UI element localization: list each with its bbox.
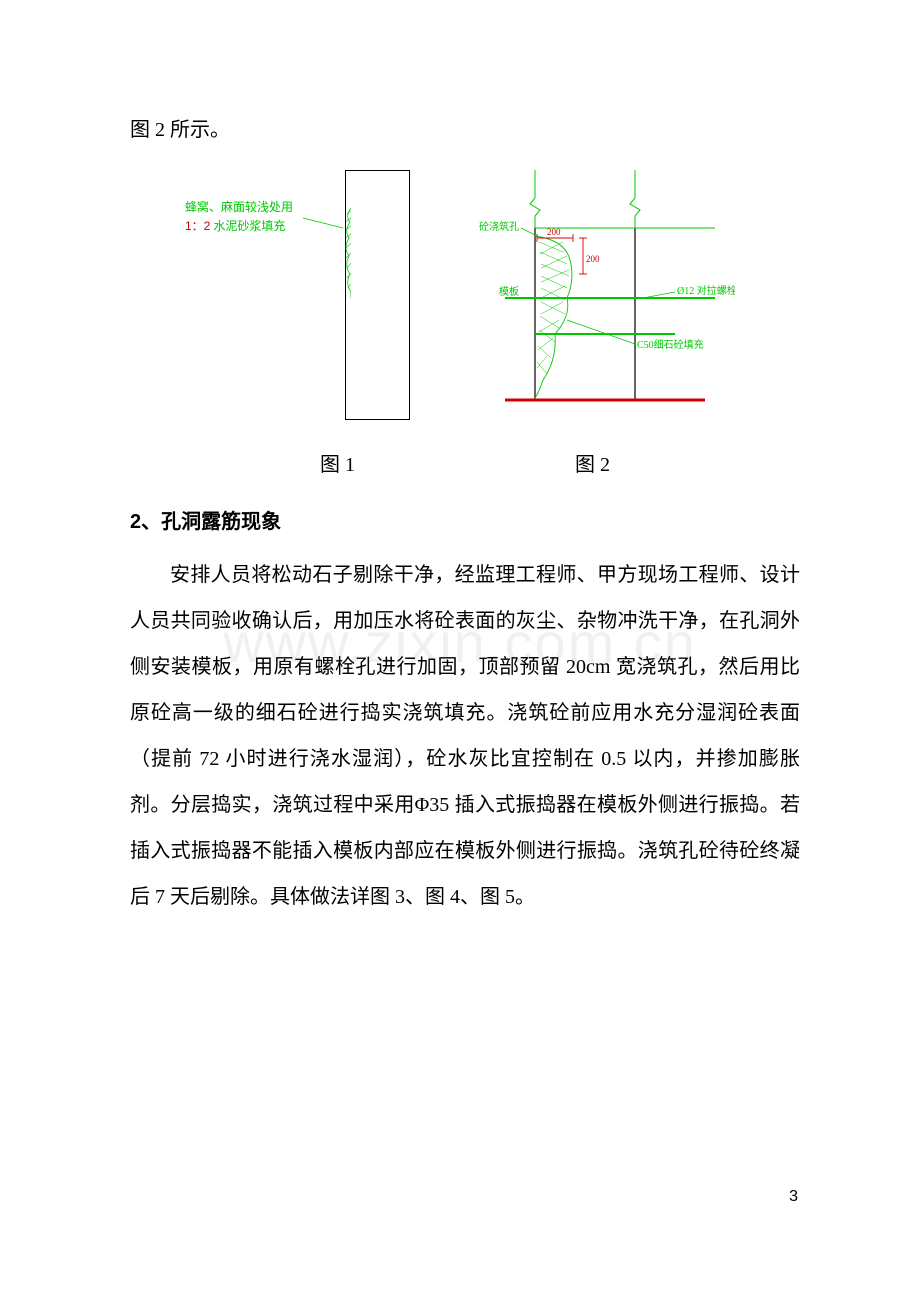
fig1-label-ratio: 1：2 bbox=[185, 219, 210, 233]
caption-fig2: 图 2 bbox=[575, 448, 610, 477]
fig2-dim-h: 200 bbox=[547, 227, 561, 237]
fig2-label-pourhole: 砼浇筑孔 bbox=[479, 220, 519, 233]
fig1-patch-icon bbox=[341, 208, 351, 298]
fig1-label-line1: 蜂窝、麻面较浅处用 bbox=[185, 200, 293, 214]
fig2-label-fill: C50细石砼填充 bbox=[637, 338, 704, 351]
figure-2: 200 200 砼浇筑孔 模板 Ø12 对拉螺栓 C50细石砼填充 bbox=[475, 170, 735, 430]
fig1-rect bbox=[345, 170, 410, 420]
intro-line: 图 2 所示。 bbox=[130, 110, 800, 150]
page-number: 3 bbox=[789, 1188, 798, 1206]
fig1-label: 蜂窝、麻面较浅处用 1：2 水泥砂浆填充 bbox=[185, 198, 293, 236]
caption-fig1: 图 1 bbox=[320, 448, 355, 477]
fig2-label-bolt: Ø12 对拉螺栓 bbox=[677, 284, 735, 297]
fig2-dim-v: 200 bbox=[586, 254, 600, 264]
fig1-label-suffix: 水泥砂浆填充 bbox=[210, 219, 285, 233]
body-text: 安排人员将松动石子剔除干净，经监理工程师、甲方现场工程师、设计人员共同验收确认后… bbox=[130, 552, 800, 920]
section-title: 2、孔洞露筋现象 bbox=[130, 505, 800, 534]
figure-1: 蜂窝、麻面较浅处用 1：2 水泥砂浆填充 bbox=[195, 170, 415, 430]
fig2-label-form: 模板 bbox=[499, 285, 519, 298]
fig2-svg: 200 200 砼浇筑孔 模板 Ø12 对拉螺栓 C50细石砼填充 bbox=[475, 170, 735, 430]
figures-row: 蜂窝、麻面较浅处用 1：2 水泥砂浆填充 bbox=[130, 170, 800, 430]
